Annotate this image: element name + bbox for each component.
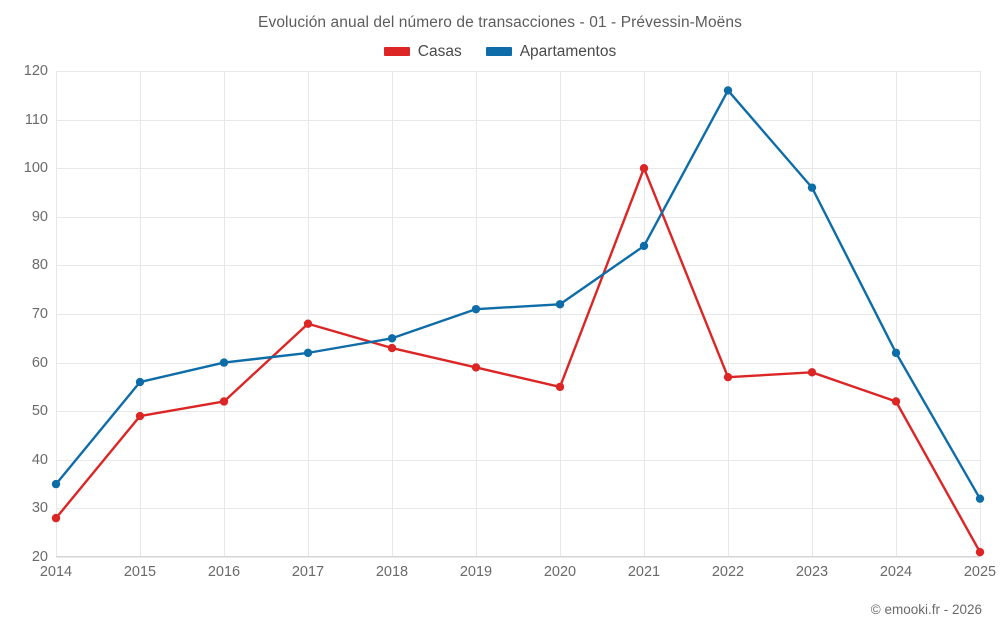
- data-point[interactable]: [639, 164, 649, 173]
- x-axis-tick-label: 2018: [375, 564, 409, 580]
- y-axis-tick-label: 100: [23, 160, 48, 177]
- data-point[interactable]: [639, 241, 649, 251]
- data-point[interactable]: [975, 547, 985, 557]
- y-axis-tick-label: 90: [31, 208, 48, 225]
- y-axis-tick-label: 50: [31, 403, 48, 420]
- chart-legend: Casas Apartamentos: [0, 44, 1000, 60]
- y-axis-tick-label: 120: [23, 63, 48, 79]
- x-axis-tick-label: 2016: [207, 564, 241, 580]
- gridline-horizontal: [56, 362, 980, 364]
- gridline-horizontal: [56, 508, 980, 510]
- gridline-horizontal: [56, 557, 980, 558]
- y-axis-tick-label: 70: [31, 306, 48, 322]
- data-point[interactable]: [51, 479, 61, 489]
- gridline-horizontal: [56, 71, 980, 72]
- y-axis-tick-label: 40: [31, 451, 48, 468]
- data-point[interactable]: [219, 397, 229, 406]
- data-point[interactable]: [51, 513, 61, 523]
- legend-swatch-casas: [383, 47, 410, 57]
- gridline-vertical: [980, 71, 981, 557]
- data-series-layer: [51, 86, 985, 557]
- x-axis-tick-label: 2021: [627, 564, 661, 580]
- data-point[interactable]: [135, 411, 145, 421]
- data-point[interactable]: [555, 382, 565, 392]
- y-axis-tick-label: 20: [31, 549, 48, 565]
- legend-label-apartamentos: Apartamentos: [519, 43, 617, 60]
- data-point[interactable]: [723, 86, 733, 95]
- y-axis-tick-label: 30: [31, 500, 48, 517]
- footer-credit: © emooki.fr - 2026: [870, 602, 982, 617]
- data-point[interactable]: [387, 343, 397, 353]
- x-axis-tick-label: 2019: [459, 564, 493, 580]
- series-line-apartamentos: [54, 89, 982, 500]
- x-axis-tick-label: 2020: [543, 564, 577, 580]
- y-axis-ticks: 20 30 40 50 60 70 80 90 100 110 120: [0, 63, 48, 565]
- x-axis-ticks: 2014 2015 2016 2017 2018 2019 2020 2021 2022 2023…: [40, 564, 996, 588]
- x-axis-tick-label: 2014: [39, 564, 73, 580]
- legend-label-casas: Casas: [417, 43, 462, 60]
- data-point[interactable]: [723, 372, 733, 382]
- data-point[interactable]: [975, 494, 985, 503]
- gridline-horizontal: [56, 265, 980, 267]
- data-point[interactable]: [807, 183, 817, 192]
- data-point[interactable]: [219, 358, 229, 367]
- data-point[interactable]: [891, 348, 901, 358]
- gridline-horizontal: [56, 119, 980, 121]
- x-axis-tick-label: 2025: [963, 564, 997, 580]
- x-axis-tick-label: 2024: [879, 564, 913, 580]
- y-axis-tick-label: 60: [31, 354, 48, 371]
- gridline-horizontal: [56, 314, 980, 315]
- data-point[interactable]: [555, 300, 565, 309]
- x-axis-tick-label: 2023: [795, 564, 829, 580]
- gridline-horizontal: [56, 459, 980, 461]
- data-point[interactable]: [387, 334, 397, 343]
- data-point[interactable]: [891, 397, 901, 406]
- data-point[interactable]: [303, 348, 313, 358]
- x-axis-tick-label: 2022: [711, 564, 745, 580]
- data-point[interactable]: [303, 319, 313, 328]
- data-point[interactable]: [135, 377, 145, 387]
- series-line-casas: [54, 166, 982, 554]
- x-axis-tick-label: 2017: [291, 564, 325, 580]
- legend-item-casas[interactable]: Casas: [383, 43, 462, 60]
- data-point[interactable]: [471, 363, 481, 372]
- y-axis-tick-label: 80: [31, 257, 48, 274]
- gridline-horizontal: [56, 168, 980, 170]
- y-axis-tick-label: 110: [24, 111, 48, 128]
- plot-area: [51, 71, 985, 558]
- x-axis-tick-label: 2015: [123, 564, 157, 580]
- gridline-horizontal: [56, 216, 980, 218]
- legend-item-apartamentos[interactable]: Apartamentos: [485, 43, 617, 60]
- gridline-horizontal: [56, 411, 980, 413]
- chart-title: Evolución anual del número de transaccio…: [258, 14, 742, 31]
- data-point[interactable]: [471, 304, 481, 314]
- data-point[interactable]: [807, 368, 817, 377]
- x-axis-line: [56, 556, 980, 557]
- legend-swatch-apartamentos: [485, 47, 512, 57]
